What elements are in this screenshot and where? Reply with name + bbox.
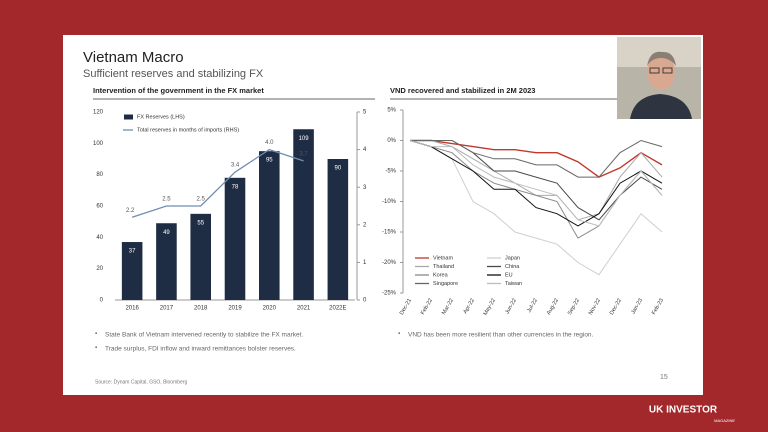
line <box>409 140 663 227</box>
line <box>410 139 663 178</box>
page-number: 15 <box>660 374 668 381</box>
bar-value-label: 95 <box>266 158 273 164</box>
legend-label: EU <box>505 272 513 278</box>
bar <box>327 159 349 300</box>
note: State Bank of Vietnam intervened recentl… <box>105 332 303 339</box>
slide-title: Vietnam Macro <box>83 49 184 66</box>
line-value-label: 4.0 <box>265 140 274 146</box>
y-tick-label: 60 <box>96 204 103 210</box>
legend-label: Vietnam <box>433 255 453 261</box>
chart-title: Intervention of the government in the FX… <box>93 86 264 95</box>
webcam-glasses <box>662 67 673 74</box>
x-tick-label: 2018 <box>194 306 208 312</box>
bar-value-label: 90 <box>335 166 342 172</box>
y2-tick-label: 3 <box>363 185 367 191</box>
y-tick-label: -15% <box>382 230 397 236</box>
y-tick-label: 80 <box>96 172 103 178</box>
line <box>131 148 304 218</box>
webcam <box>617 37 701 119</box>
note: VND has been more resilient than other c… <box>408 332 594 339</box>
y-tick-label: 0 <box>100 298 104 304</box>
bar <box>156 223 177 300</box>
x-tick-label: 2017 <box>160 306 174 312</box>
y-tick-label: -5% <box>385 169 396 175</box>
legend-label: Total reserves in months of imports (RHS… <box>137 127 239 133</box>
bar <box>293 129 314 300</box>
y2-tick-label: 2 <box>363 222 367 228</box>
y2-tick-label: 0 <box>363 298 367 304</box>
line-value-label: 2.5 <box>197 197 206 203</box>
legend-label: Singapore <box>433 281 458 287</box>
legend-label: China <box>505 264 520 270</box>
bullet: • <box>95 345 98 352</box>
y-tick-label: 120 <box>93 110 104 116</box>
webcam-glasses <box>649 67 660 74</box>
line-value-label: 3.7 <box>299 151 308 157</box>
bar <box>190 213 211 300</box>
bar <box>224 177 246 300</box>
bar-value-label: 55 <box>197 220 204 226</box>
line-value-label: 3.4 <box>231 163 240 169</box>
bullet: • <box>95 331 98 338</box>
y-tick-label: 100 <box>93 141 104 147</box>
y-tick-label: 40 <box>96 235 103 241</box>
line <box>410 139 663 178</box>
legend-swatch <box>124 114 133 120</box>
brand-name: UK INVESTOR <box>649 405 718 416</box>
webcam-person-body <box>630 94 692 119</box>
y-tick-label: 5% <box>387 108 396 114</box>
y-tick-label: -25% <box>382 291 397 297</box>
y-tick-label: 20 <box>96 266 103 272</box>
y2-tick-label: 1 <box>363 260 367 266</box>
x-tick-label: 2016 <box>125 306 139 312</box>
x-tick-label: 2019 <box>228 306 242 312</box>
line <box>409 140 663 227</box>
bar-value-label: 78 <box>232 184 239 190</box>
y2-tick-label: 4 <box>363 147 367 153</box>
webcam-person-head <box>647 54 675 90</box>
bullet: • <box>398 331 401 338</box>
bar <box>121 242 143 300</box>
legend-label: Korea <box>433 272 449 278</box>
source: Source: Dynam Capital, GSO, Bloomberg <box>95 379 187 385</box>
line-value-label: 2.5 <box>162 197 171 203</box>
x-tick-label: 2020 <box>263 306 277 312</box>
legend-label: Taiwan <box>505 281 522 287</box>
y2-tick-label: 5 <box>363 110 367 116</box>
y-tick-label: -10% <box>382 199 397 205</box>
webcam-person-hair <box>647 51 676 66</box>
line-value-label: 2.2 <box>126 208 135 214</box>
x-tick-label: 2021 <box>297 306 311 312</box>
note: Trade surplus, FDI inflow and inward rem… <box>105 346 296 353</box>
legend-label: Thailand <box>433 264 454 270</box>
legend-label: FX Reserves (LHS) <box>137 114 185 120</box>
chart-title: VND recovered and stabilized in 2M 2023 <box>390 86 535 95</box>
y-tick-label: -20% <box>382 260 397 266</box>
bar-value-label: 49 <box>163 230 170 236</box>
brand-tagline: MAGAZINE <box>714 418 735 423</box>
bar-value-label: 109 <box>299 136 310 142</box>
bar <box>259 151 280 300</box>
bar-value-label: 37 <box>129 249 136 255</box>
x-tick-label: 2022E <box>329 306 346 312</box>
y-tick-label: 0% <box>387 138 396 144</box>
legend-label: Japan <box>505 255 520 261</box>
slide-subtitle: Sufficient reserves and stabilizing FX <box>83 68 264 80</box>
